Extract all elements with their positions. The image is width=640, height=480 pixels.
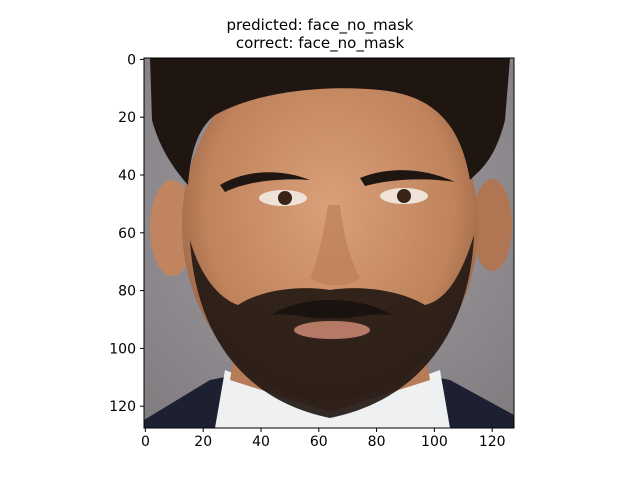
hair: [150, 58, 510, 185]
shirt: [215, 370, 450, 428]
title-predicted: predicted: face_no_mask: [226, 16, 414, 34]
right-ear: [472, 179, 512, 271]
y-tick-label: 120: [109, 399, 136, 415]
right-eyebrow: [360, 170, 455, 186]
x-tick-label: 20: [194, 434, 212, 450]
x-tick-label: 120: [479, 434, 506, 450]
x-tick-label: 60: [310, 434, 328, 450]
portrait-photo: [144, 58, 514, 428]
lips: [294, 321, 370, 339]
y-tick-label: 20: [118, 110, 136, 126]
x-axis: 0 20 40 60 80 100 120: [141, 428, 506, 450]
y-tick-label: 0: [127, 52, 136, 68]
mustache: [272, 300, 392, 319]
title-correct: correct: face_no_mask: [235, 34, 405, 52]
y-tick-label: 80: [118, 284, 136, 300]
x-tick-label: 0: [141, 434, 150, 450]
y-tick-label: 60: [118, 226, 136, 242]
axes-frame: [143, 57, 515, 429]
x-tick-label: 100: [421, 434, 448, 450]
nose: [310, 205, 360, 286]
y-axis: 0 20 40 60 80 100 120: [109, 52, 144, 415]
y-tick-label: 100: [109, 341, 136, 357]
x-tick-label: 80: [368, 434, 386, 450]
y-tick-label: 40: [118, 168, 136, 184]
left-ear: [150, 180, 194, 276]
left-eyebrow: [220, 172, 310, 192]
x-tick-label: 40: [252, 434, 270, 450]
